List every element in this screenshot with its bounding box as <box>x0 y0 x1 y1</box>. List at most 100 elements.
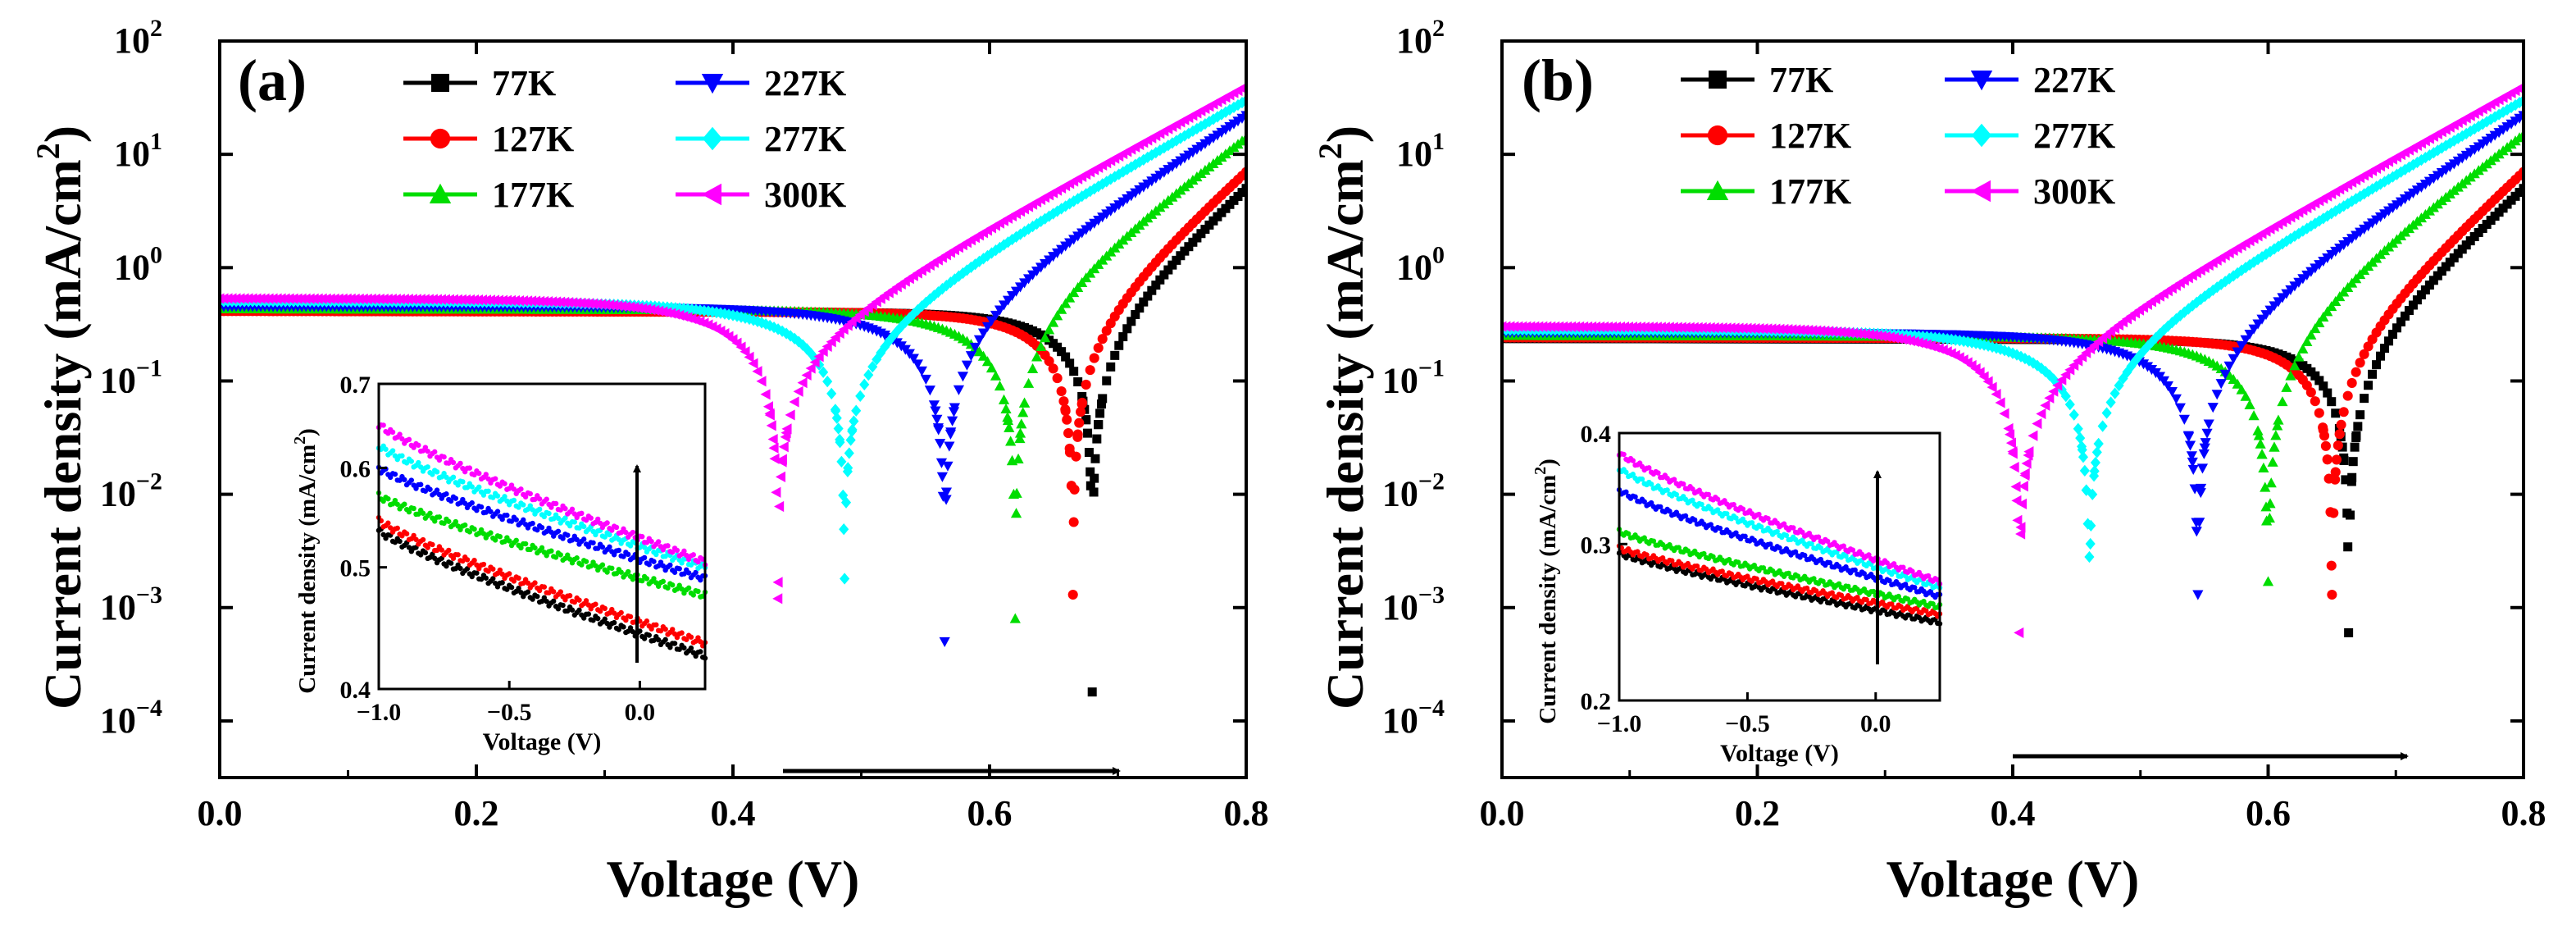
data-point <box>2056 374 2067 386</box>
inset-data-point <box>571 519 577 525</box>
inset-data-point <box>688 645 694 651</box>
data-point <box>1057 347 1067 357</box>
legend-item-127K: 127K <box>1681 116 1851 156</box>
inset-data-point <box>417 464 424 470</box>
inset-data-point <box>441 471 447 477</box>
data-point <box>809 356 820 368</box>
data-point <box>2091 446 2102 459</box>
data-point <box>1113 168 1124 180</box>
data-point <box>2412 295 2422 305</box>
data-point <box>2262 576 2274 586</box>
data-point <box>774 500 785 513</box>
inset-data-point <box>576 525 582 531</box>
inset-data-point <box>483 472 489 477</box>
inset-series-277K <box>375 443 708 571</box>
inset-data-point <box>427 486 433 492</box>
inset-data-point <box>609 565 615 571</box>
data-point <box>2253 430 2264 440</box>
data-point <box>2314 215 2324 227</box>
inset-data-point <box>485 488 491 495</box>
data-point <box>2392 323 2401 333</box>
inset-data-point <box>655 539 662 545</box>
inset-data-point <box>1758 524 1764 530</box>
data-point <box>2457 130 2468 142</box>
y-tick-exponent: 1 <box>1432 128 1445 155</box>
inset-data-point <box>625 551 631 558</box>
y-tick-base: 10 <box>100 360 136 400</box>
data-point <box>760 389 771 400</box>
inset-data-point <box>1724 511 1730 517</box>
x-tick-label: 0.4 <box>1991 793 2036 833</box>
data-point <box>1176 251 1186 261</box>
inset-data-point <box>1768 541 1773 547</box>
inset-data-point <box>385 520 391 526</box>
inset-data-point <box>469 500 475 506</box>
inset-data-point <box>1795 573 1801 579</box>
inset-data-point <box>611 610 617 616</box>
data-point <box>2079 464 2090 477</box>
data-point <box>2048 386 2059 397</box>
y-axis-title: Current density (mA/cm2) <box>30 125 92 709</box>
data-point <box>2281 381 2292 392</box>
data-point <box>2198 449 2210 459</box>
data-point <box>2159 324 2169 336</box>
inset-data-point <box>399 453 405 459</box>
data-point <box>2248 410 2260 421</box>
data-point <box>2318 212 2328 225</box>
inset-data-point <box>555 606 562 612</box>
inset-data-point <box>1731 501 1736 508</box>
data-point <box>2310 371 2320 381</box>
data-point <box>836 455 847 468</box>
inset-data-point <box>560 602 566 609</box>
data-point <box>1044 210 1054 222</box>
y-tick-base: 10 <box>114 134 150 174</box>
legend-label: 177K <box>492 175 574 215</box>
inset-data-point <box>508 584 515 591</box>
inset-data-point <box>450 474 457 481</box>
inset-data-point <box>567 522 573 529</box>
inset-data-point <box>641 554 648 561</box>
data-point <box>947 416 958 427</box>
inset-data-point <box>609 527 615 533</box>
legend-marker <box>1970 71 1993 91</box>
data-point <box>863 369 874 381</box>
inset-data-point <box>607 544 612 550</box>
data-point <box>2428 276 2438 285</box>
data-point <box>2355 358 2365 368</box>
inset-data-point <box>641 636 648 641</box>
data-point <box>924 386 935 396</box>
inset-data-point <box>403 460 410 466</box>
inset-x-tick-label: −0.5 <box>487 699 532 726</box>
inset-data-point <box>490 576 496 582</box>
data-point <box>1888 332 1899 344</box>
legend-marker <box>431 74 449 92</box>
inset-data-point <box>446 547 452 554</box>
inset-data-point <box>434 469 440 475</box>
data-point <box>867 360 878 373</box>
inset-data-point <box>558 589 563 595</box>
inset-data-point <box>639 534 645 540</box>
inset-data-point <box>1912 585 1918 591</box>
inset-data-point <box>1630 458 1636 463</box>
data-point <box>2404 161 2414 174</box>
inset-data-point <box>430 472 435 477</box>
data-point <box>2461 127 2472 140</box>
data-point <box>1060 404 1071 415</box>
data-point <box>994 381 1006 391</box>
inset-data-point <box>595 615 601 622</box>
data-point <box>2069 408 2079 421</box>
inset-data-point <box>588 515 594 521</box>
y-tick-label: 10−2 <box>100 468 162 514</box>
data-point <box>629 302 639 313</box>
data-point <box>806 347 817 360</box>
inset-data-point <box>385 495 391 502</box>
data-point <box>920 374 931 386</box>
inset-data-point <box>397 431 403 437</box>
data-point <box>2424 281 2434 290</box>
data-point <box>2339 455 2349 465</box>
data-point <box>2314 376 2324 386</box>
data-point <box>1102 376 1112 386</box>
inset-data-point <box>569 506 576 513</box>
